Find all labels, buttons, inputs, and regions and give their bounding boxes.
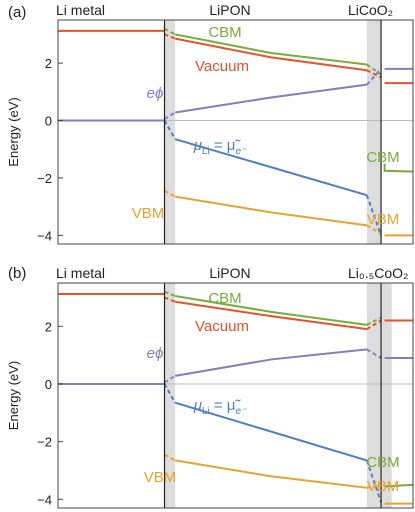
region-label: Li metal <box>56 2 105 18</box>
series-cbm_cathode <box>383 163 414 173</box>
series-phi_lipon-dash-in <box>163 375 176 384</box>
annotation-vacuum: Vacuum <box>195 318 249 335</box>
series-vacuum_lipon-dash-out <box>366 319 382 331</box>
series-mu-dash-out <box>365 194 382 236</box>
annotation-phi: eϕ <box>147 345 164 362</box>
interface-shade <box>164 20 176 244</box>
series-vbm-dash-out <box>366 224 382 235</box>
panel-a: −4 −2 0 2 Energy (eV) (a) Li metal LiPON LiCoO₂ C… <box>6 2 414 245</box>
panel-label: (a) <box>8 4 26 21</box>
region-label: LiPON <box>209 2 250 18</box>
series-phi_lipon-dash-out <box>366 348 382 359</box>
y-tick-label: 0 <box>45 377 52 392</box>
y-tick-label: 2 <box>45 56 52 71</box>
annotation-cbm: CBM <box>208 24 241 41</box>
series-vbm-dash-in <box>164 453 176 462</box>
series-phi_lipon <box>174 83 367 114</box>
interface-shade <box>366 283 382 508</box>
region-label: Li metal <box>56 265 105 281</box>
series-mu-dash-in <box>163 120 177 140</box>
series-mu-dash-in <box>163 383 177 404</box>
annotation-mu: μLi = μ̃e⁻ <box>193 137 247 157</box>
interface-shade <box>381 283 392 508</box>
series-vbm <box>174 459 367 489</box>
annotation-vacuum: Vacuum <box>195 58 249 75</box>
series-vacuum_lipon <box>175 300 367 331</box>
y-axis-label: Energy (eV) <box>6 97 21 166</box>
y-tick-label: −2 <box>37 171 52 186</box>
annotation-vbm: VBM <box>144 469 177 486</box>
y-tick-label: 0 <box>45 114 52 129</box>
series-cbm <box>174 33 367 66</box>
plot-frame <box>57 19 414 245</box>
series-vbm-dash-out <box>366 483 382 489</box>
annotation-phi: eϕ <box>147 85 164 102</box>
series-mu <box>174 138 368 197</box>
annotation-cbm_r: CBM <box>366 149 399 166</box>
series-cbm-dash-in <box>164 27 176 36</box>
region-label: Li₀.₅CoO₂ <box>348 265 408 281</box>
series-vacuum_lipon-dash-in <box>164 296 176 303</box>
annotation-mu: μLi = μ̃e⁻ <box>193 397 247 417</box>
series-phi_lipon-dash-in <box>163 111 176 120</box>
series-mu-dash-out <box>365 460 382 503</box>
y-tick-label: −4 <box>37 228 52 243</box>
series-cbm_cathode <box>384 483 414 488</box>
series-cbm <box>174 294 367 326</box>
y-tick-label: 2 <box>45 319 52 334</box>
panel-b: −4 −2 0 2 Energy (eV) (b) Li metal LiPON Li₀.₅Co… <box>6 265 414 509</box>
annotation-cbm_r: CBM <box>366 454 399 471</box>
series-vacuum_lipon-dash-in <box>164 33 176 40</box>
interface-shade <box>164 283 176 508</box>
y-tick-label: −2 <box>37 435 52 450</box>
series-phi_lipon <box>174 348 367 377</box>
series-vbm-dash-in <box>164 189 176 198</box>
region-label: LiCoO₂ <box>348 2 393 18</box>
series-mu <box>174 401 368 462</box>
plot-frame <box>57 282 414 509</box>
region-label: LiPON <box>209 265 250 281</box>
annotation-vbm_r: VBM <box>367 211 400 228</box>
series-vacuum_lipon <box>174 37 367 72</box>
y-axis-label: Energy (eV) <box>6 361 21 430</box>
interface-shade <box>366 20 382 244</box>
series-cbm-dash-out <box>366 316 382 326</box>
annotation-vbm: VBM <box>132 205 165 222</box>
annotation-cbm: CBM <box>208 290 241 307</box>
y-tick-label: −4 <box>37 492 52 507</box>
series-vacuum_lipon-dash-out <box>366 69 382 79</box>
series-cbm-dash-in <box>164 290 176 297</box>
series-phi_lipon-dash-out <box>366 68 382 86</box>
panel-label: (b) <box>8 265 26 282</box>
annotation-vbm_r: VBM <box>367 478 400 495</box>
series-vbm <box>174 195 367 227</box>
